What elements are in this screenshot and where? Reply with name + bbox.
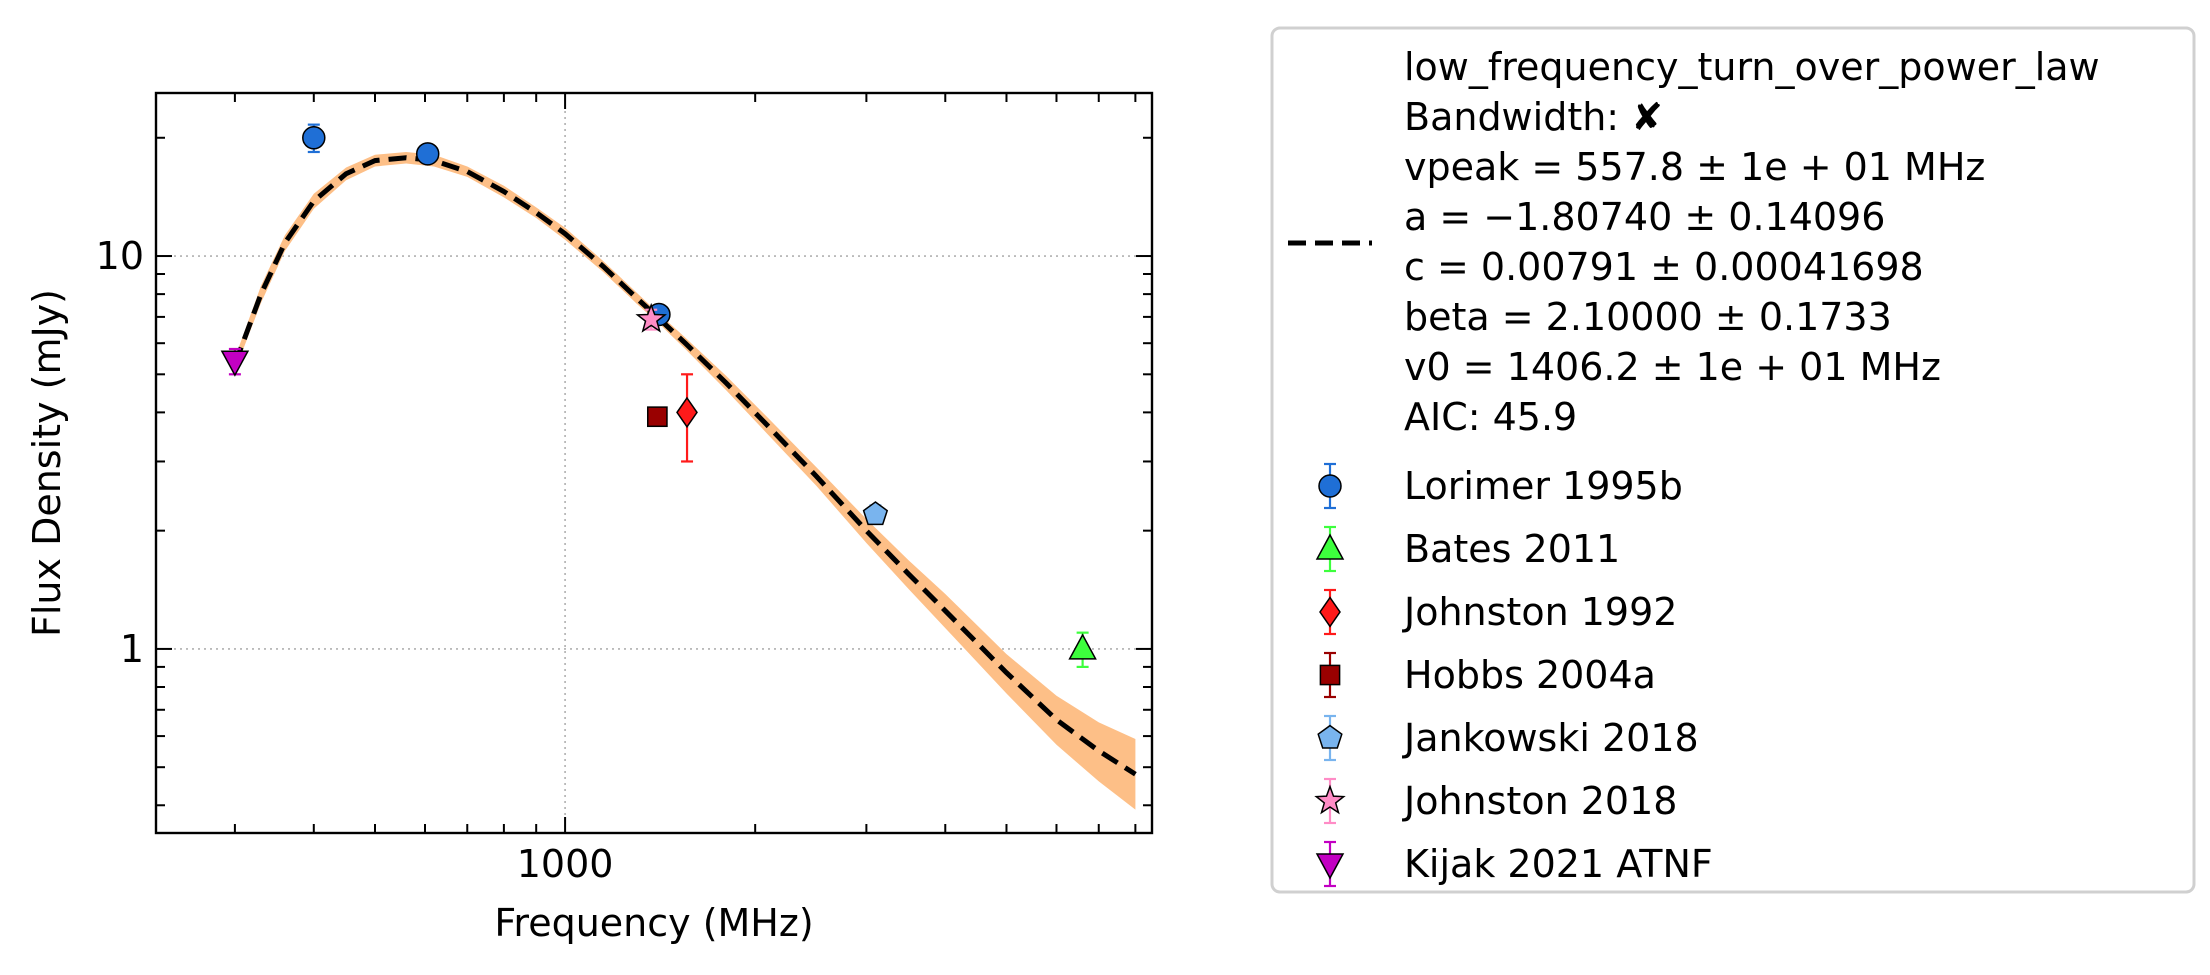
data-point — [635, 302, 667, 333]
data-points — [220, 123, 1097, 669]
legend-model-text: Bandwidth: ✘ — [1404, 95, 1663, 139]
legend-marker — [1318, 474, 1342, 498]
legend-marker — [1315, 533, 1345, 560]
legend-item: Lorimer 1995b — [1318, 462, 1683, 510]
legend-label: Jankowski 2018 — [1402, 716, 1699, 760]
legend-label: Kijak 2021 ATNF — [1404, 842, 1713, 886]
axis-ticks — [156, 93, 1152, 833]
legend-marker — [1315, 853, 1345, 880]
data-point — [862, 501, 889, 526]
data-point — [302, 126, 326, 150]
legend-item: Kijak 2021 ATNF — [1315, 840, 1713, 888]
x-tick-label: 1000 — [517, 842, 614, 886]
legend: low_frequency_turn_over_power_law Bandwid… — [1270, 26, 2196, 894]
y-axis-label: Flux Density (mJy) — [25, 289, 69, 637]
data-point — [220, 350, 250, 377]
y-tick-label: 1 — [120, 627, 144, 671]
legend-item: Johnston 2018 — [1314, 777, 1677, 825]
legend-model-text: vpeak = 557.8 ± 1e + 01 MHz — [1404, 145, 1985, 189]
data-point — [415, 142, 440, 166]
legend-marker — [1314, 784, 1346, 815]
y-tick-label: 10 — [96, 234, 144, 278]
axes-frame — [154, 91, 1154, 835]
legend-label: Hobbs 2004a — [1404, 653, 1656, 697]
legend-item: Johnston 1992 — [1319, 588, 1677, 636]
legend-marker — [1319, 664, 1341, 686]
legend-model-text: v0 = 1406.2 ± 1e + 01 MHz — [1404, 345, 1941, 389]
legend-model-text: low_frequency_turn_over_power_law — [1404, 45, 2100, 89]
legend-item: Jankowski 2018 — [1317, 714, 1699, 762]
legend-model-text: AIC: 45.9 — [1404, 395, 1577, 439]
legend-label: Johnston 2018 — [1402, 779, 1677, 823]
legend-item: Bates 2011 — [1315, 525, 1620, 573]
legend-model-text: c = 0.00791 ± 0.00041698 — [1404, 245, 1924, 289]
legend-model-text: a = −1.80740 ± 0.14096 — [1404, 195, 1885, 239]
data-point — [1068, 633, 1097, 660]
legend-label: Johnston 1992 — [1402, 590, 1677, 634]
plot-area: 1000 1 10 — [96, 91, 1154, 886]
legend-frame — [1270, 26, 2196, 894]
model-fit-line — [232, 155, 1137, 777]
data-point — [647, 406, 668, 428]
x-axis-label: Frequency (MHz) — [494, 901, 813, 945]
legend-marker — [1317, 724, 1343, 749]
legend-marker — [1319, 596, 1341, 628]
legend-model-text: beta = 2.10000 ± 0.1733 — [1404, 295, 1892, 339]
plot-contents — [156, 93, 1152, 833]
data-point — [676, 396, 698, 429]
legend-label: Lorimer 1995b — [1404, 464, 1683, 508]
legend-label: Bates 2011 — [1404, 527, 1620, 571]
model-uncertainty-band — [234, 152, 1136, 810]
legend-item: Hobbs 2004a — [1319, 651, 1656, 699]
